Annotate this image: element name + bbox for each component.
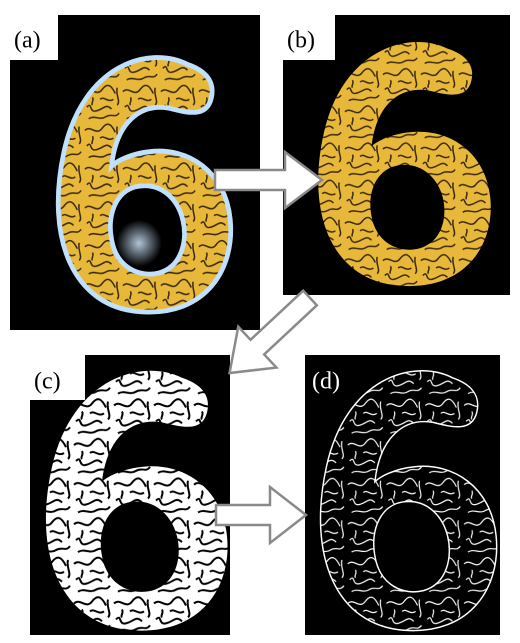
panel-label: (a) — [14, 28, 41, 54]
page: (a) (b) (c) (d) (() => { const data = JS… — [0, 0, 520, 643]
panel-b: (b) — [283, 15, 510, 295]
panel-label: (d) — [312, 369, 340, 395]
figure: (a) (b) (c) (d) — [0, 0, 520, 643]
panel-label: (b) — [287, 28, 315, 54]
panel-c: (c) — [30, 355, 230, 635]
panel-label: (c) — [34, 369, 61, 395]
panel-d: (d) — [305, 355, 500, 635]
